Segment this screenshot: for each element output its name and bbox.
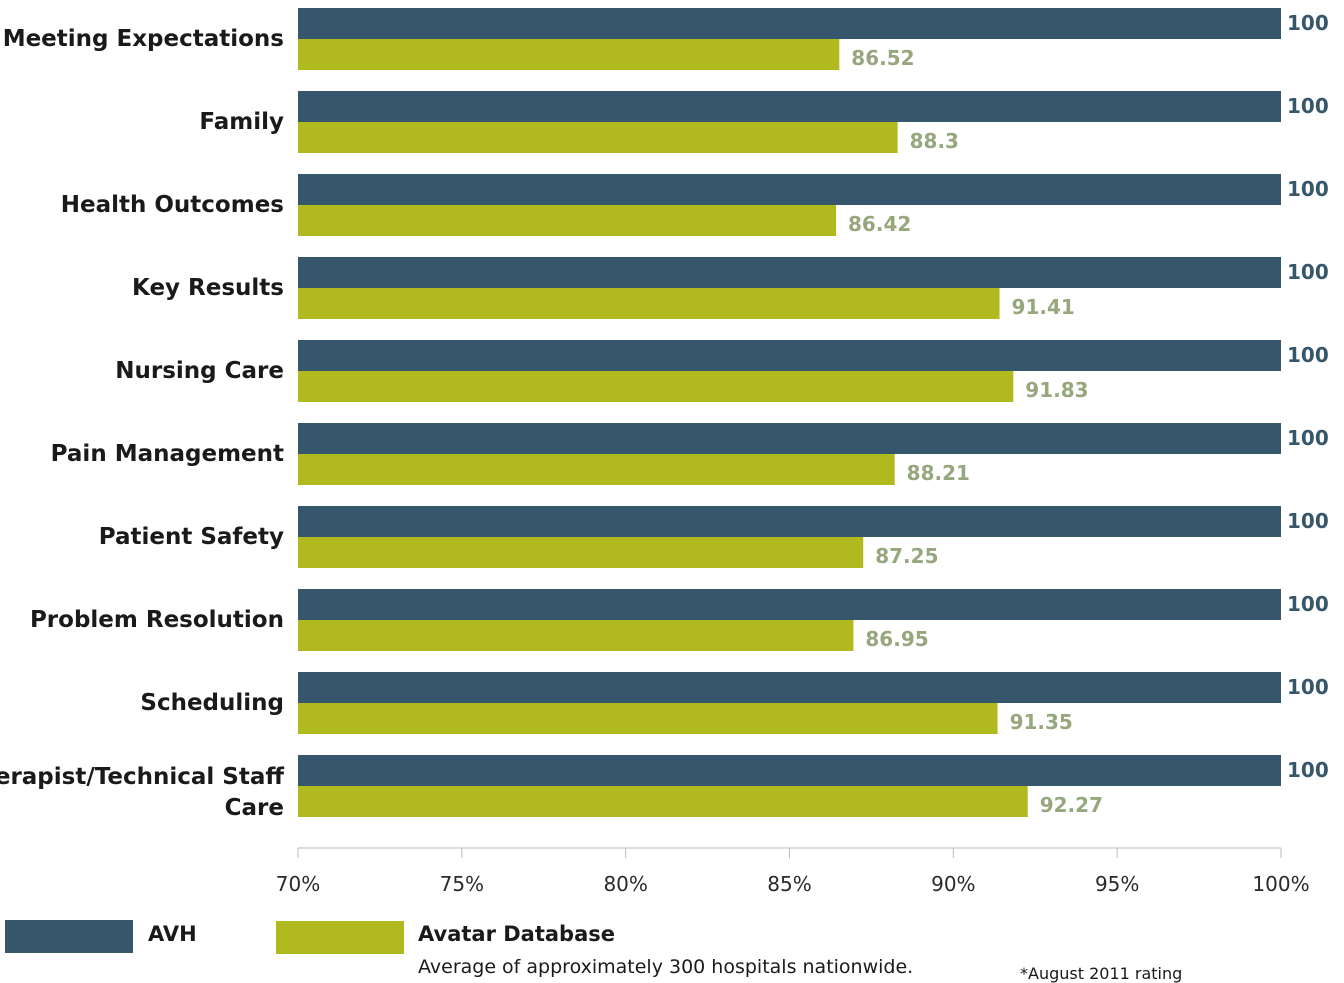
value-label-avh-family: 100 — [1287, 94, 1329, 118]
value-label-avh-problem-resolution: 100 — [1287, 592, 1329, 616]
value-label-avh-health-outcomes: 100 — [1287, 177, 1329, 201]
value-label-avh-nursing-care: 100 — [1287, 343, 1329, 367]
x-tick-label: 80% — [603, 872, 647, 896]
value-label-avatar-database-family: 88.3 — [910, 129, 959, 153]
bar-avatar-database-family — [298, 122, 898, 153]
x-tick-label: 85% — [767, 872, 811, 896]
category-label-family: Family — [199, 109, 284, 135]
value-label-avh-key-results: 100 — [1287, 260, 1329, 284]
bar-avh-problem-resolution — [298, 589, 1281, 620]
value-label-avh-scheduling: 100 — [1287, 675, 1329, 699]
category-label-nursing-care: Nursing Care — [115, 358, 284, 384]
bar-avatar-database-scheduling — [298, 703, 998, 734]
bars-layer: 100 86.52 100 88.3 100 86.42 100 91.41 100 91.83 1… — [298, 8, 1329, 817]
bar-avatar-database-key-results — [298, 288, 1000, 319]
category-label-scheduling: Scheduling — [140, 690, 284, 716]
x-axis: 70% 75% 80% 85% 90% 95% 100% — [276, 847, 1310, 896]
legend-label-avh: AVH — [148, 922, 197, 946]
bar-chart: 100 86.52 100 88.3 100 86.42 100 91.41 100 91.83 1… — [0, 8, 1329, 896]
legend: AVH Avatar Database Average of approxima… — [0, 920, 1344, 983]
bar-avh-pain-management — [298, 423, 1281, 454]
value-label-avatar-database-therapist-technical-staff-care: 92.27 — [1040, 793, 1103, 817]
x-tick-label: 90% — [931, 872, 975, 896]
value-label-avatar-database-problem-resolution: 86.95 — [865, 627, 928, 651]
category-label-line: Care — [225, 795, 284, 821]
value-label-avh-patient-safety: 100 — [1287, 509, 1329, 533]
x-tick-label: 70% — [276, 872, 320, 896]
value-label-avh-therapist-technical-staff-care: 100 — [1287, 758, 1329, 782]
bar-avatar-database-pain-management — [298, 454, 895, 485]
category-label-health-outcomes: Health Outcomes — [61, 192, 284, 218]
bar-avh-scheduling — [298, 672, 1281, 703]
bar-avatar-database-patient-safety — [298, 537, 864, 568]
category-label-meeting-expectations: Meeting Expectations — [3, 26, 284, 52]
value-label-avatar-database-patient-safety: 87.25 — [875, 544, 938, 568]
category-label-problem-resolution: Problem Resolution — [30, 607, 284, 633]
value-label-avatar-database-pain-management: 88.21 — [907, 461, 970, 485]
value-label-avatar-database-scheduling: 91.35 — [1010, 710, 1073, 734]
category-label-pain-management: Pain Management — [51, 441, 284, 467]
bar-avatar-database-meeting-expectations — [298, 39, 840, 70]
category-label-key-results: Key Results — [132, 275, 284, 301]
value-label-avh-meeting-expectations: 100 — [1287, 11, 1329, 35]
category-label-therapist-technical-staff-care: Therapist/Technical Staff Care — [0, 764, 284, 821]
bar-avh-therapist-technical-staff-care — [298, 755, 1281, 786]
bar-avh-family — [298, 91, 1281, 122]
value-label-avh-pain-management: 100 — [1287, 426, 1329, 450]
category-labels-layer: Meeting Expectations Family Health Outcome… — [0, 26, 284, 821]
bar-avh-nursing-care — [298, 340, 1281, 371]
legend-swatch-avatar-database — [276, 921, 404, 954]
category-label-line: Therapist/Technical Staff — [0, 764, 284, 790]
bar-avh-patient-safety — [298, 506, 1281, 537]
x-tick-label: 95% — [1095, 872, 1139, 896]
bar-avatar-database-therapist-technical-staff-care — [298, 786, 1028, 817]
bar-avh-key-results — [298, 257, 1281, 288]
bar-avh-meeting-expectations — [298, 8, 1281, 39]
x-tick-label: 75% — [440, 872, 484, 896]
legend-swatch-avh — [5, 920, 133, 953]
legend-label-avatar-database: Avatar Database — [418, 922, 615, 946]
legend-note: Average of approximately 300 hospitals n… — [418, 956, 914, 978]
x-tick-label: 100% — [1252, 872, 1309, 896]
value-label-avatar-database-nursing-care: 91.83 — [1025, 378, 1088, 402]
bar-avatar-database-health-outcomes — [298, 205, 837, 236]
bar-avatar-database-problem-resolution — [298, 620, 854, 651]
value-label-avatar-database-key-results: 91.41 — [1012, 295, 1075, 319]
value-label-avatar-database-meeting-expectations: 86.52 — [851, 46, 914, 70]
bar-avh-health-outcomes — [298, 174, 1281, 205]
category-label-patient-safety: Patient Safety — [99, 524, 284, 550]
footnote: *August 2011 rating — [1020, 964, 1183, 983]
value-label-avatar-database-health-outcomes: 86.42 — [848, 212, 911, 236]
bar-avatar-database-nursing-care — [298, 371, 1014, 402]
